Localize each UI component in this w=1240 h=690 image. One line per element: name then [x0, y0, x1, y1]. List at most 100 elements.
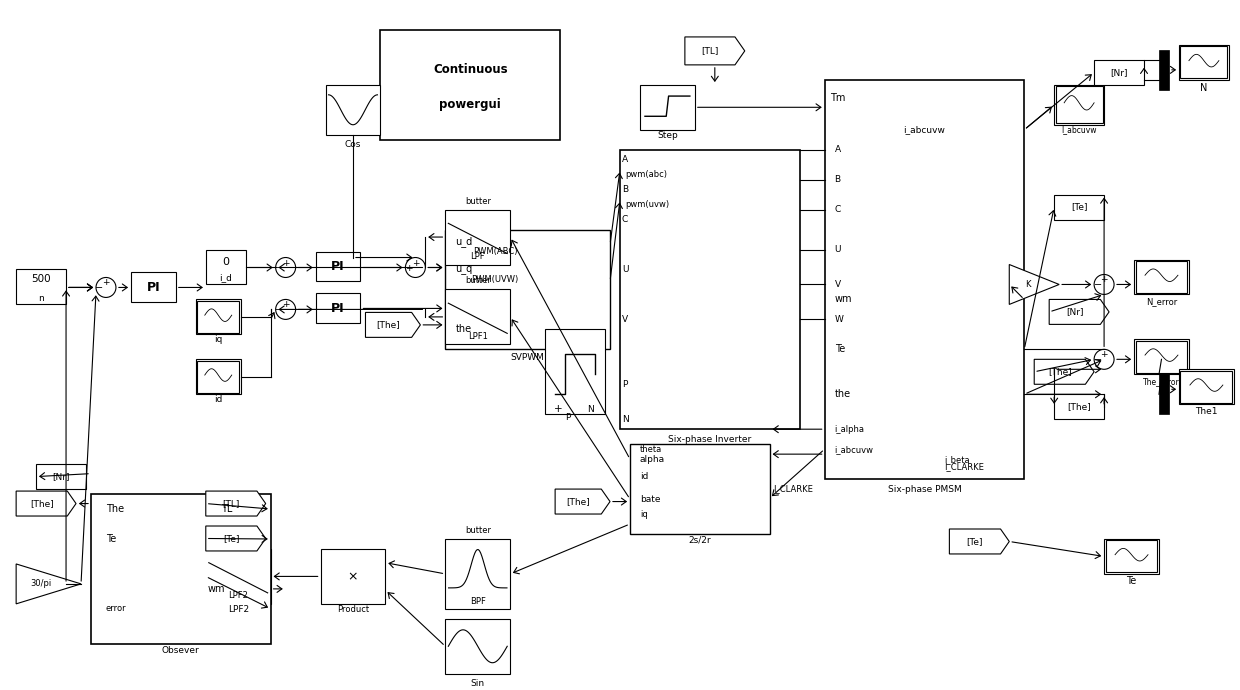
Bar — [1104, 539, 1159, 574]
Text: −: − — [275, 264, 283, 273]
Text: iq: iq — [640, 509, 647, 518]
Text: PI: PI — [331, 302, 345, 315]
Text: V: V — [622, 315, 629, 324]
Text: PI: PI — [331, 260, 345, 273]
Text: u_q: u_q — [455, 264, 472, 275]
Text: id: id — [215, 395, 222, 404]
Text: pwm(uvw): pwm(uvw) — [625, 200, 670, 209]
Bar — [1055, 86, 1102, 124]
Text: LPF2: LPF2 — [228, 605, 249, 614]
Bar — [131, 273, 176, 302]
Polygon shape — [16, 564, 81, 604]
Text: A: A — [835, 145, 841, 155]
Bar — [445, 289, 510, 344]
Text: bate: bate — [640, 495, 661, 504]
Text: butter: butter — [465, 197, 491, 206]
Text: +: + — [554, 404, 563, 414]
Circle shape — [95, 277, 117, 297]
Text: −: − — [95, 284, 104, 293]
Bar — [1159, 374, 1169, 414]
Polygon shape — [366, 313, 420, 337]
Bar — [36, 464, 86, 489]
Text: +: + — [102, 279, 109, 288]
Text: Cos: Cos — [345, 140, 361, 149]
Text: powergui: powergui — [439, 98, 501, 111]
Polygon shape — [1034, 359, 1094, 384]
Text: [Te]: [Te] — [967, 537, 983, 546]
Bar — [1094, 60, 1145, 85]
Text: [TL]: [TL] — [223, 499, 241, 508]
Text: Step: Step — [657, 131, 678, 140]
Text: +: + — [1100, 351, 1107, 359]
Text: −: − — [1094, 355, 1101, 365]
Bar — [1054, 195, 1104, 219]
Bar — [1054, 394, 1104, 420]
Text: [The]: [The] — [1048, 367, 1071, 376]
Bar — [445, 619, 510, 673]
Text: N_error: N_error — [1146, 297, 1177, 306]
Text: 0: 0 — [222, 257, 229, 266]
Bar — [206, 549, 270, 604]
Text: The1: The1 — [1195, 406, 1218, 415]
Text: i_abcuvw: i_abcuvw — [904, 126, 945, 135]
Text: [The]: [The] — [1068, 402, 1091, 411]
Text: +: + — [281, 300, 289, 309]
Text: PI: PI — [146, 281, 160, 294]
Bar — [1054, 85, 1104, 125]
Text: N: N — [622, 415, 629, 424]
Bar — [1179, 369, 1234, 404]
Polygon shape — [950, 529, 1009, 554]
Text: [TL]: [TL] — [702, 46, 719, 55]
Bar — [640, 85, 694, 130]
Polygon shape — [206, 526, 265, 551]
Polygon shape — [16, 491, 76, 516]
Circle shape — [1094, 349, 1114, 369]
Bar — [197, 301, 239, 333]
Text: u_d: u_d — [455, 236, 472, 247]
Text: Six-phase PMSM: Six-phase PMSM — [888, 484, 961, 493]
Text: Tm: Tm — [830, 93, 844, 103]
Text: id: id — [640, 471, 649, 481]
Bar — [197, 361, 239, 393]
Text: Product: Product — [337, 605, 370, 614]
Text: I_CLARKE: I_CLARKE — [945, 462, 985, 472]
Text: Te: Te — [1126, 576, 1137, 586]
Text: W: W — [835, 315, 843, 324]
Text: PWM(UVW): PWM(UVW) — [471, 275, 518, 284]
Polygon shape — [206, 491, 265, 516]
Text: [Te]: [Te] — [1071, 203, 1087, 212]
Text: i_beta: i_beta — [945, 455, 970, 464]
Text: −: − — [275, 306, 283, 315]
Text: iq: iq — [215, 335, 222, 344]
Text: +: + — [281, 259, 289, 268]
Text: the: the — [455, 324, 471, 335]
Polygon shape — [1009, 264, 1059, 304]
Bar — [1180, 46, 1228, 79]
Circle shape — [275, 299, 295, 319]
Text: i_alpha: i_alpha — [835, 424, 864, 434]
Bar — [1106, 540, 1157, 573]
Text: PWM(ABC): PWM(ABC) — [472, 247, 517, 256]
Text: LPF2: LPF2 — [228, 591, 248, 600]
Polygon shape — [556, 489, 610, 514]
Bar — [445, 210, 510, 264]
Bar — [546, 329, 605, 414]
Text: [Te]: [Te] — [223, 534, 239, 543]
Text: [Nr]: [Nr] — [1066, 308, 1084, 317]
Bar — [1135, 259, 1189, 295]
Text: alpha: alpha — [640, 455, 665, 464]
Polygon shape — [1049, 299, 1109, 324]
Text: U: U — [622, 265, 629, 274]
Text: [The]: [The] — [30, 499, 53, 508]
Text: wm: wm — [835, 295, 852, 304]
Text: butter: butter — [465, 526, 491, 535]
Text: K: K — [1025, 280, 1030, 289]
Text: ×: × — [347, 570, 358, 583]
Circle shape — [1094, 275, 1114, 295]
Bar — [91, 494, 270, 644]
Text: [Nr]: [Nr] — [52, 472, 69, 481]
Text: B: B — [835, 175, 841, 184]
Text: pwm(abc): pwm(abc) — [625, 170, 667, 179]
Text: [The]: [The] — [567, 497, 590, 506]
Text: theta: theta — [640, 444, 662, 453]
